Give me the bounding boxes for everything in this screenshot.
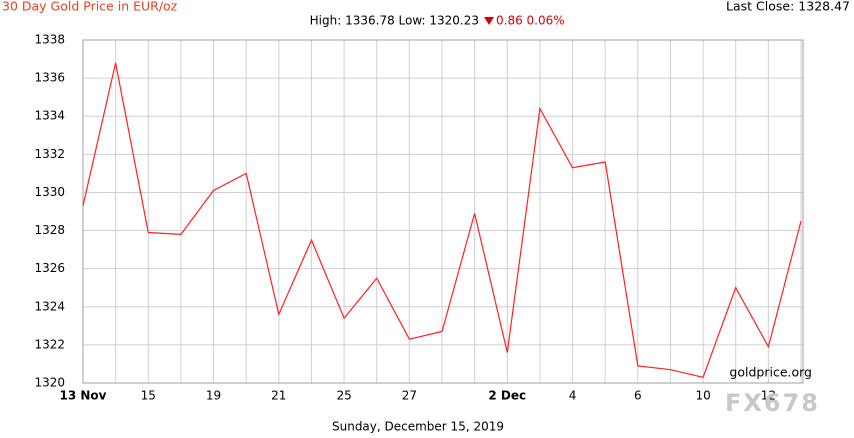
y-tick-label: 1334: [34, 109, 65, 123]
x-tick-label: 27: [402, 389, 417, 403]
subtitle: High: 1336.78 Low: 1320.23: [310, 14, 479, 28]
x-tick-label: 10: [695, 389, 710, 403]
down-arrow: [484, 17, 494, 25]
y-tick-label: 1324: [34, 299, 65, 313]
line: [82, 62, 802, 379]
y-tick-label: 1328: [34, 223, 65, 237]
y-tick-label: 1320: [34, 376, 65, 390]
y-tick-label: 1326: [34, 261, 65, 275]
chart-title: 30 Day Gold Price in EUR/oz: [2, 0, 178, 14]
x-tick-label: 13 Nov: [60, 389, 107, 403]
change: 0.86 0.06%: [496, 14, 565, 28]
y-tick-label: 1330: [34, 185, 65, 199]
x-tick-label: 6: [634, 389, 642, 403]
x-tick-label: 19: [206, 389, 221, 403]
plot-frame: [82, 39, 804, 384]
watermark: FX678: [725, 389, 820, 417]
x-tick-label: 2 Dec: [488, 389, 526, 403]
y-tick-label: 1336: [34, 71, 65, 85]
x-tick-label: 21: [271, 389, 286, 403]
watermark: goldprice.org: [729, 365, 812, 380]
y-tick-label: 1322: [34, 337, 65, 351]
y-tick-label: 1332: [34, 147, 65, 161]
x-tick-label: 15: [141, 389, 156, 403]
y-tick-label: 1338: [34, 33, 65, 47]
date: Sunday, December 15, 2019: [332, 420, 504, 434]
last-close: Last Close: 1328.47: [726, 0, 850, 14]
x-tick-label: 4: [569, 389, 577, 403]
x-tick-label: 25: [336, 389, 351, 403]
x-tick-label: 12: [761, 389, 776, 403]
